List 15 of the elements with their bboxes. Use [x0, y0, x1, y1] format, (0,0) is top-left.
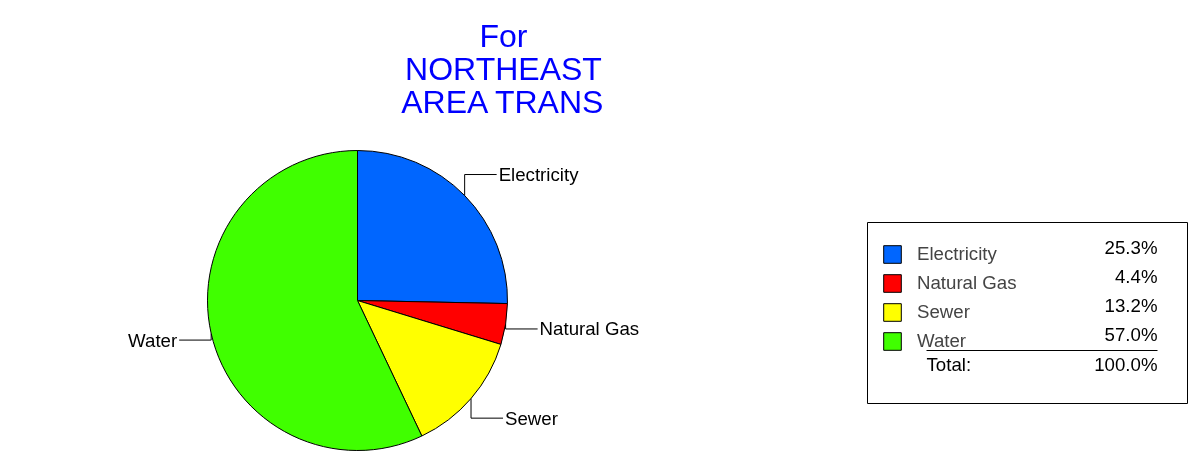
legend-label: Natural Gas	[917, 272, 1017, 294]
legend-label: Electricity	[917, 243, 997, 265]
data-label: 57.0%	[1104, 324, 1158, 345]
slice-label: Electricity	[498, 164, 580, 186]
slice-label: Natural Gas	[539, 318, 640, 340]
text: Total:	[926, 354, 972, 375]
slice-label: Water	[128, 329, 178, 351]
data-label: 4.4%	[1114, 266, 1158, 287]
legend-label: Water	[917, 330, 967, 352]
text: 100.0%	[1094, 354, 1158, 375]
chart-title: For NORTHEAST AREA TRANS	[401, 17, 604, 120]
data-label: 25.3%	[1104, 237, 1158, 258]
slice-label: Sewer	[505, 407, 558, 429]
legend-label: Sewer	[917, 301, 970, 323]
data-label: 13.2%	[1104, 295, 1158, 316]
